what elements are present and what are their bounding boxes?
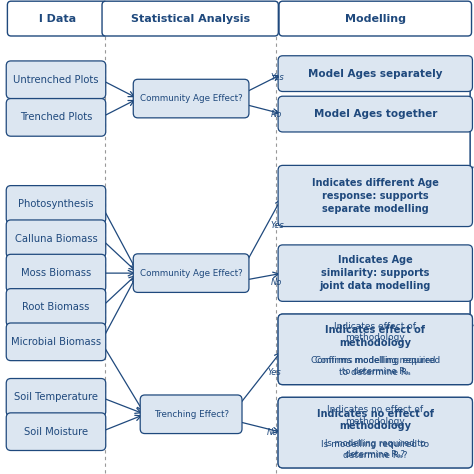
- FancyBboxPatch shape: [278, 56, 473, 91]
- FancyBboxPatch shape: [278, 314, 473, 384]
- FancyBboxPatch shape: [278, 96, 473, 132]
- Text: Is modelling required to
determine Rₐ?: Is modelling required to determine Rₐ?: [325, 439, 426, 459]
- FancyBboxPatch shape: [8, 1, 107, 36]
- FancyBboxPatch shape: [6, 379, 106, 416]
- Text: Statistical Analysis: Statistical Analysis: [131, 14, 250, 24]
- Text: Model Ages together: Model Ages together: [314, 109, 437, 119]
- Text: Moss Biomass: Moss Biomass: [21, 268, 91, 278]
- Text: Photosynthesis: Photosynthesis: [18, 200, 94, 210]
- Text: Calluna Biomass: Calluna Biomass: [15, 234, 97, 244]
- FancyBboxPatch shape: [6, 99, 106, 136]
- Text: Soil Temperature: Soil Temperature: [14, 392, 98, 402]
- FancyBboxPatch shape: [6, 289, 106, 326]
- Text: Trenched Plots: Trenched Plots: [20, 112, 92, 122]
- Text: No: No: [271, 278, 282, 287]
- Text: Indicates different Age
response: supports
separate modelling: Indicates different Age response: suppor…: [312, 178, 439, 214]
- Text: Trenching Effect?: Trenching Effect?: [154, 410, 228, 419]
- Text: Indicates no effect of
methodology: Indicates no effect of methodology: [317, 409, 434, 431]
- FancyBboxPatch shape: [6, 220, 106, 257]
- Text: Indicates no effect of
methodology

Is modelling required to
determine Rₐ?: Indicates no effect of methodology Is mo…: [321, 405, 429, 460]
- Text: Yes: Yes: [267, 368, 281, 377]
- Text: Model Ages separately: Model Ages separately: [308, 69, 443, 79]
- Text: Community Age Effect?: Community Age Effect?: [140, 269, 243, 278]
- FancyBboxPatch shape: [6, 413, 106, 450]
- FancyBboxPatch shape: [133, 254, 249, 292]
- Text: Yes: Yes: [271, 221, 284, 230]
- Text: Indicates effect of
methodology

Confirms modelling required
to determine Rₐ: Indicates effect of methodology Confirms…: [310, 322, 440, 377]
- FancyBboxPatch shape: [140, 395, 242, 434]
- Text: Untrenched Plots: Untrenched Plots: [13, 75, 99, 85]
- Text: Indicates effect of
methodology: Indicates effect of methodology: [325, 326, 425, 348]
- Text: No: No: [271, 110, 282, 119]
- Text: Yes: Yes: [271, 73, 284, 82]
- FancyBboxPatch shape: [278, 245, 473, 301]
- FancyBboxPatch shape: [102, 1, 278, 36]
- Text: Soil Moisture: Soil Moisture: [24, 427, 88, 437]
- FancyBboxPatch shape: [6, 186, 106, 223]
- FancyBboxPatch shape: [133, 79, 249, 118]
- Text: Community Age Effect?: Community Age Effect?: [140, 94, 243, 103]
- FancyBboxPatch shape: [6, 323, 106, 361]
- FancyBboxPatch shape: [279, 1, 472, 36]
- Text: Confirms modelling required
to determine Rₐ: Confirms modelling required to determine…: [315, 356, 436, 376]
- FancyBboxPatch shape: [278, 397, 473, 468]
- FancyBboxPatch shape: [6, 61, 106, 99]
- Text: Modelling: Modelling: [345, 14, 406, 24]
- FancyBboxPatch shape: [6, 255, 106, 292]
- FancyBboxPatch shape: [278, 165, 473, 227]
- Text: Root Biomass: Root Biomass: [22, 302, 90, 312]
- Text: No: No: [267, 428, 278, 437]
- Text: Indicates Age
similarity: supports
joint data modelling: Indicates Age similarity: supports joint…: [319, 255, 431, 291]
- FancyBboxPatch shape: [278, 314, 473, 384]
- Text: l Data: l Data: [39, 14, 76, 24]
- Text: Microbial Biomass: Microbial Biomass: [11, 337, 101, 347]
- FancyBboxPatch shape: [278, 397, 473, 468]
